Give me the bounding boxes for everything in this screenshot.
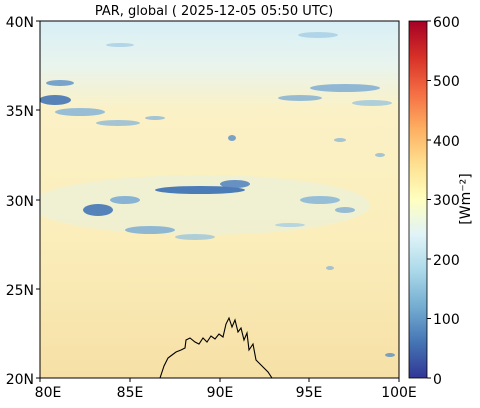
y-axis: 20N 25N 30N 35N 40N [6,15,40,388]
cloud-patch [228,135,236,141]
y-tick-label: 25N [6,283,34,299]
x-tick-label: 100E [381,385,417,401]
cloud-patch [275,223,305,227]
colorbar-tick-label: 500 [433,74,460,90]
cloud-patch [110,196,140,204]
x-tick-label: 90E [207,385,234,401]
cloud-patch [106,43,134,47]
colorbar-tick-label: 400 [433,134,460,150]
colorbar-tick-label: 300 [433,193,460,209]
colorbar-tick-label: 100 [433,312,460,328]
cloud-patch [352,100,392,106]
coastline [159,316,273,378]
colorbar-tick-label: 600 [433,15,460,31]
cloud-patch [278,95,322,101]
cloud-patch [300,196,340,204]
cloud-patch [96,120,140,126]
cloud-patch [385,353,395,357]
cloud-patch [375,153,385,157]
cool-band [40,175,370,235]
cloud-patch [155,186,245,194]
colorbar-tick-label: 200 [433,253,460,269]
y-tick-label: 20N [6,372,34,388]
map-title: PAR, global ( 2025-12-05 05:50 UTC) [95,4,333,19]
x-tick-label: 95E [296,385,323,401]
cloud-patch [125,226,175,234]
cloud-patch [310,84,380,92]
cloud-patch [326,266,334,270]
y-tick-label: 40N [6,15,34,31]
x-tick-label: 85E [117,385,144,401]
cloud-patch [298,32,338,38]
cloud-fragments [40,32,392,157]
cloud-patch [145,116,165,120]
colorbar: 0 100 200 300 400 500 600 [Wm⁻²] [408,15,474,388]
cloud-patch [175,234,215,240]
colorbar-gradient [408,20,428,379]
colorbar-label: [Wm⁻²] [458,173,474,224]
cloud-patch [334,138,346,142]
cloud-band [83,180,395,357]
cloud-patch [220,180,250,188]
colorbar-tick-label: 0 [433,372,442,388]
y-tick-label: 35N [6,104,34,120]
cloud-patch [46,80,74,86]
map-field [40,21,399,378]
cloud-patch [40,95,71,105]
cloud-patch [83,204,113,216]
y-tick-label: 30N [6,194,34,210]
x-axis: 80E 85E 90E 95E 100E [35,378,417,401]
cloud-patch [335,207,355,213]
cloud-patch [55,108,105,116]
x-tick-label: 80E [35,385,62,401]
